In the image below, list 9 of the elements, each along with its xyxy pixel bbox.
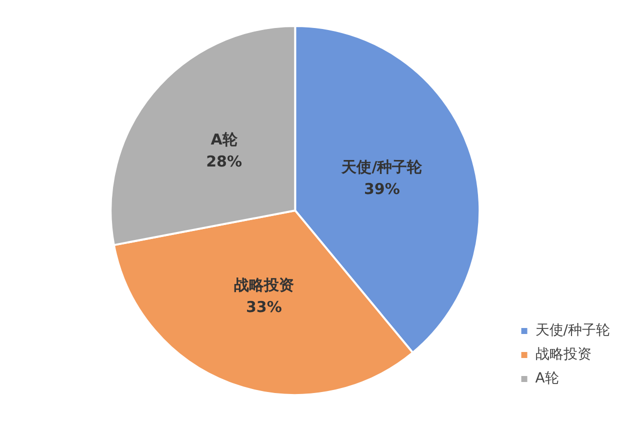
legend-label: A轮 xyxy=(535,370,559,387)
data-label: 28% xyxy=(206,152,242,171)
slice-label: 天使/种子轮 xyxy=(340,158,424,176)
slice-label: 战略投资 xyxy=(234,276,294,294)
legend-label: 天使/种子轮 xyxy=(535,322,610,339)
slice-label: A轮 xyxy=(210,130,238,149)
data-label: 39% xyxy=(364,180,400,198)
data-label: 33% xyxy=(246,298,282,316)
legend-label: 战略投资 xyxy=(535,346,592,363)
